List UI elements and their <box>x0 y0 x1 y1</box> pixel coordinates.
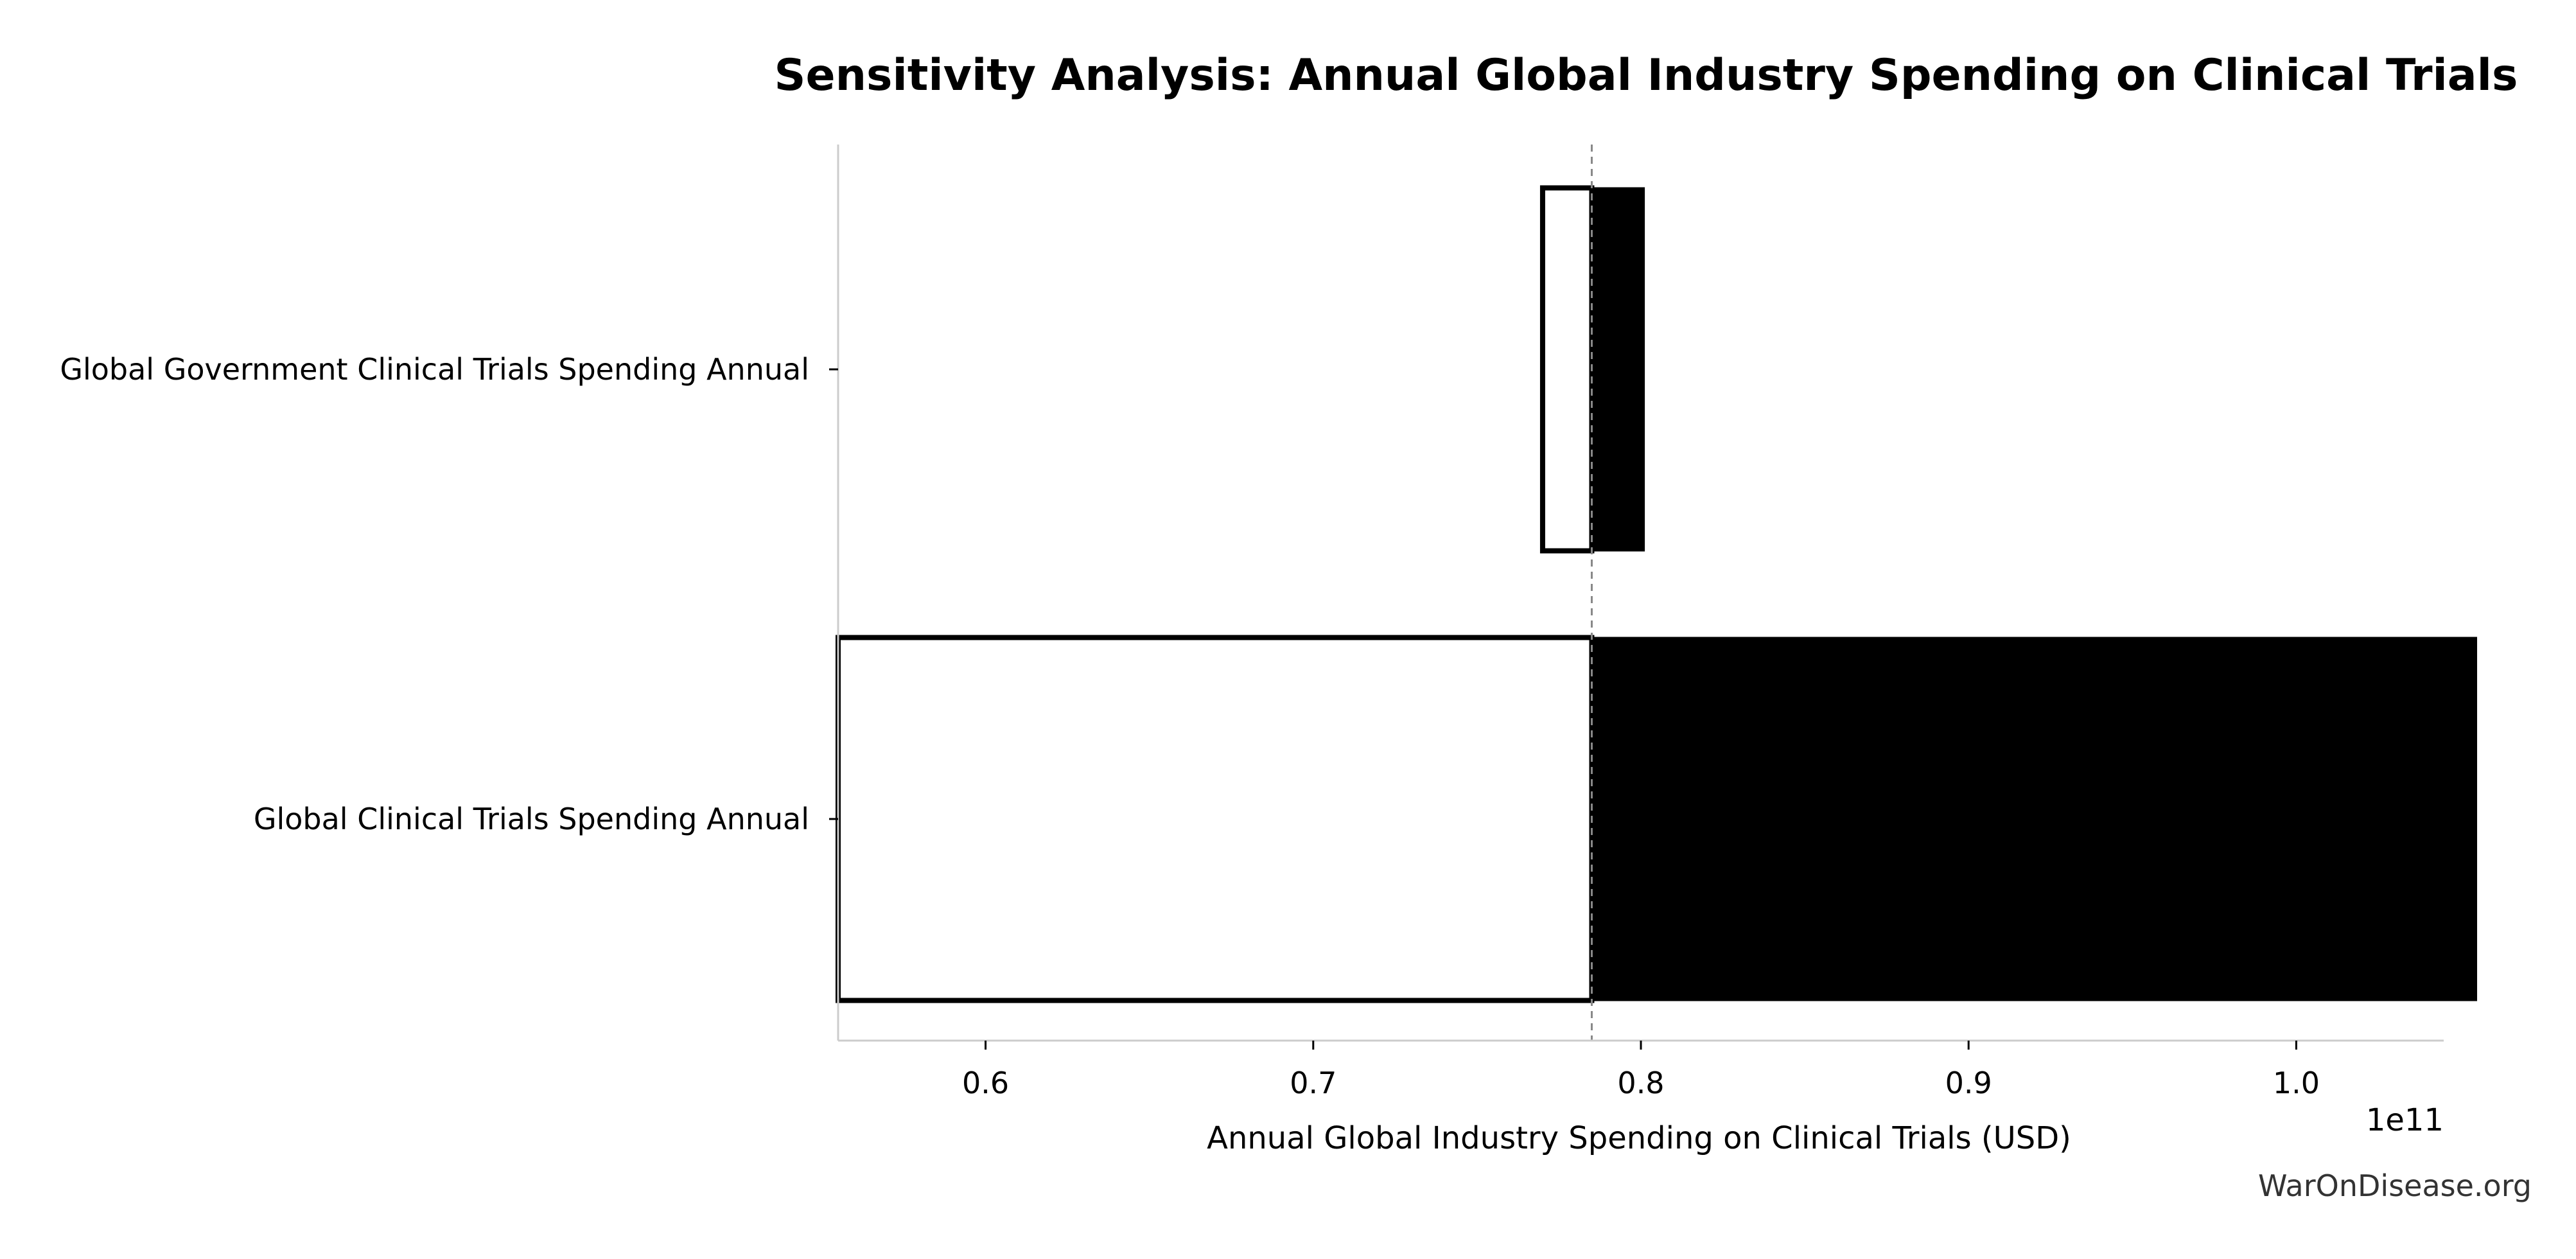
y-tick-label-1: Global Clinical Trials Spending Annual <box>254 802 809 836</box>
x-tick-label-3: 0.9 <box>1945 1066 1992 1100</box>
bars-layer <box>836 185 2478 1003</box>
x-tick-label-2: 0.8 <box>1617 1066 1664 1100</box>
x-ticks: 0.6 0.7 0.8 0.9 1.0 <box>962 1041 2320 1100</box>
x-axis-label: Annual Global Industry Spending on Clini… <box>1207 1120 2071 1156</box>
bar-low-1 <box>836 635 1595 1003</box>
x-tick-label-1: 0.7 <box>1290 1066 1336 1100</box>
bar-low-0 <box>1539 185 1595 554</box>
bar-high-0 <box>1591 187 1645 552</box>
chart-title: Sensitivity Analysis: Annual Global Indu… <box>775 50 2518 101</box>
x-tick-label-4: 1.0 <box>2273 1066 2320 1100</box>
y-ticks: Global Government Clinical Trials Spendi… <box>60 352 838 836</box>
watermark-text: WarOnDisease.org <box>2258 1168 2532 1203</box>
y-tick-label-0: Global Government Clinical Trials Spendi… <box>60 352 809 387</box>
bar-high-1 <box>1591 637 2478 1001</box>
x-axis-offset-label: 1e11 <box>2366 1102 2444 1138</box>
x-tick-label-0: 0.6 <box>962 1066 1009 1100</box>
